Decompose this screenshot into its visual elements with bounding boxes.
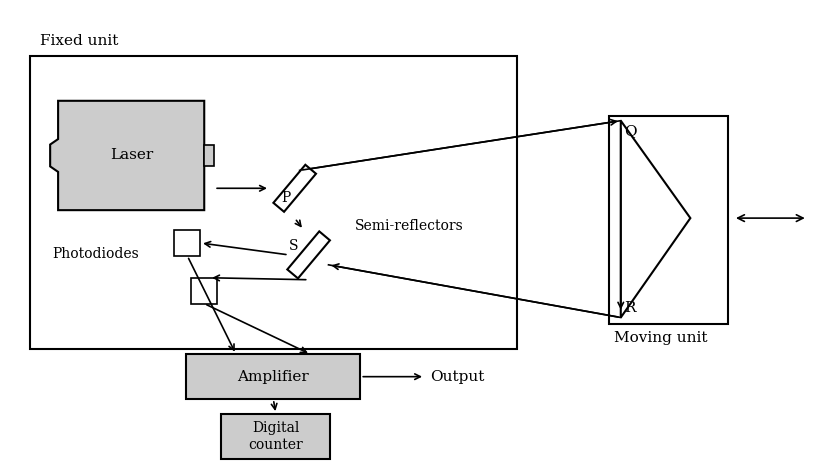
Text: Q: Q [624,124,636,138]
Bar [221,414,330,459]
Text: Moving unit: Moving unit [614,331,707,346]
Text: P: P [281,191,290,205]
Polygon shape [287,231,330,278]
Text: Fixed unit: Fixed unit [40,34,119,48]
Polygon shape [621,121,691,318]
Bar [31,56,517,349]
Bar [609,116,729,324]
Bar [204,144,214,167]
Bar [187,354,360,399]
Text: Photodiodes: Photodiodes [52,247,139,261]
Text: Semi-reflectors: Semi-reflectors [355,219,464,233]
Text: R: R [624,301,635,314]
Bar [192,278,217,303]
Text: S: S [289,239,298,253]
Text: Laser: Laser [111,149,154,162]
Polygon shape [50,101,204,210]
Text: Amplifier: Amplifier [237,370,309,384]
Text: Digital
counter: Digital counter [249,421,303,452]
Polygon shape [273,165,316,212]
Bar [174,230,200,256]
Text: Output: Output [430,370,484,384]
